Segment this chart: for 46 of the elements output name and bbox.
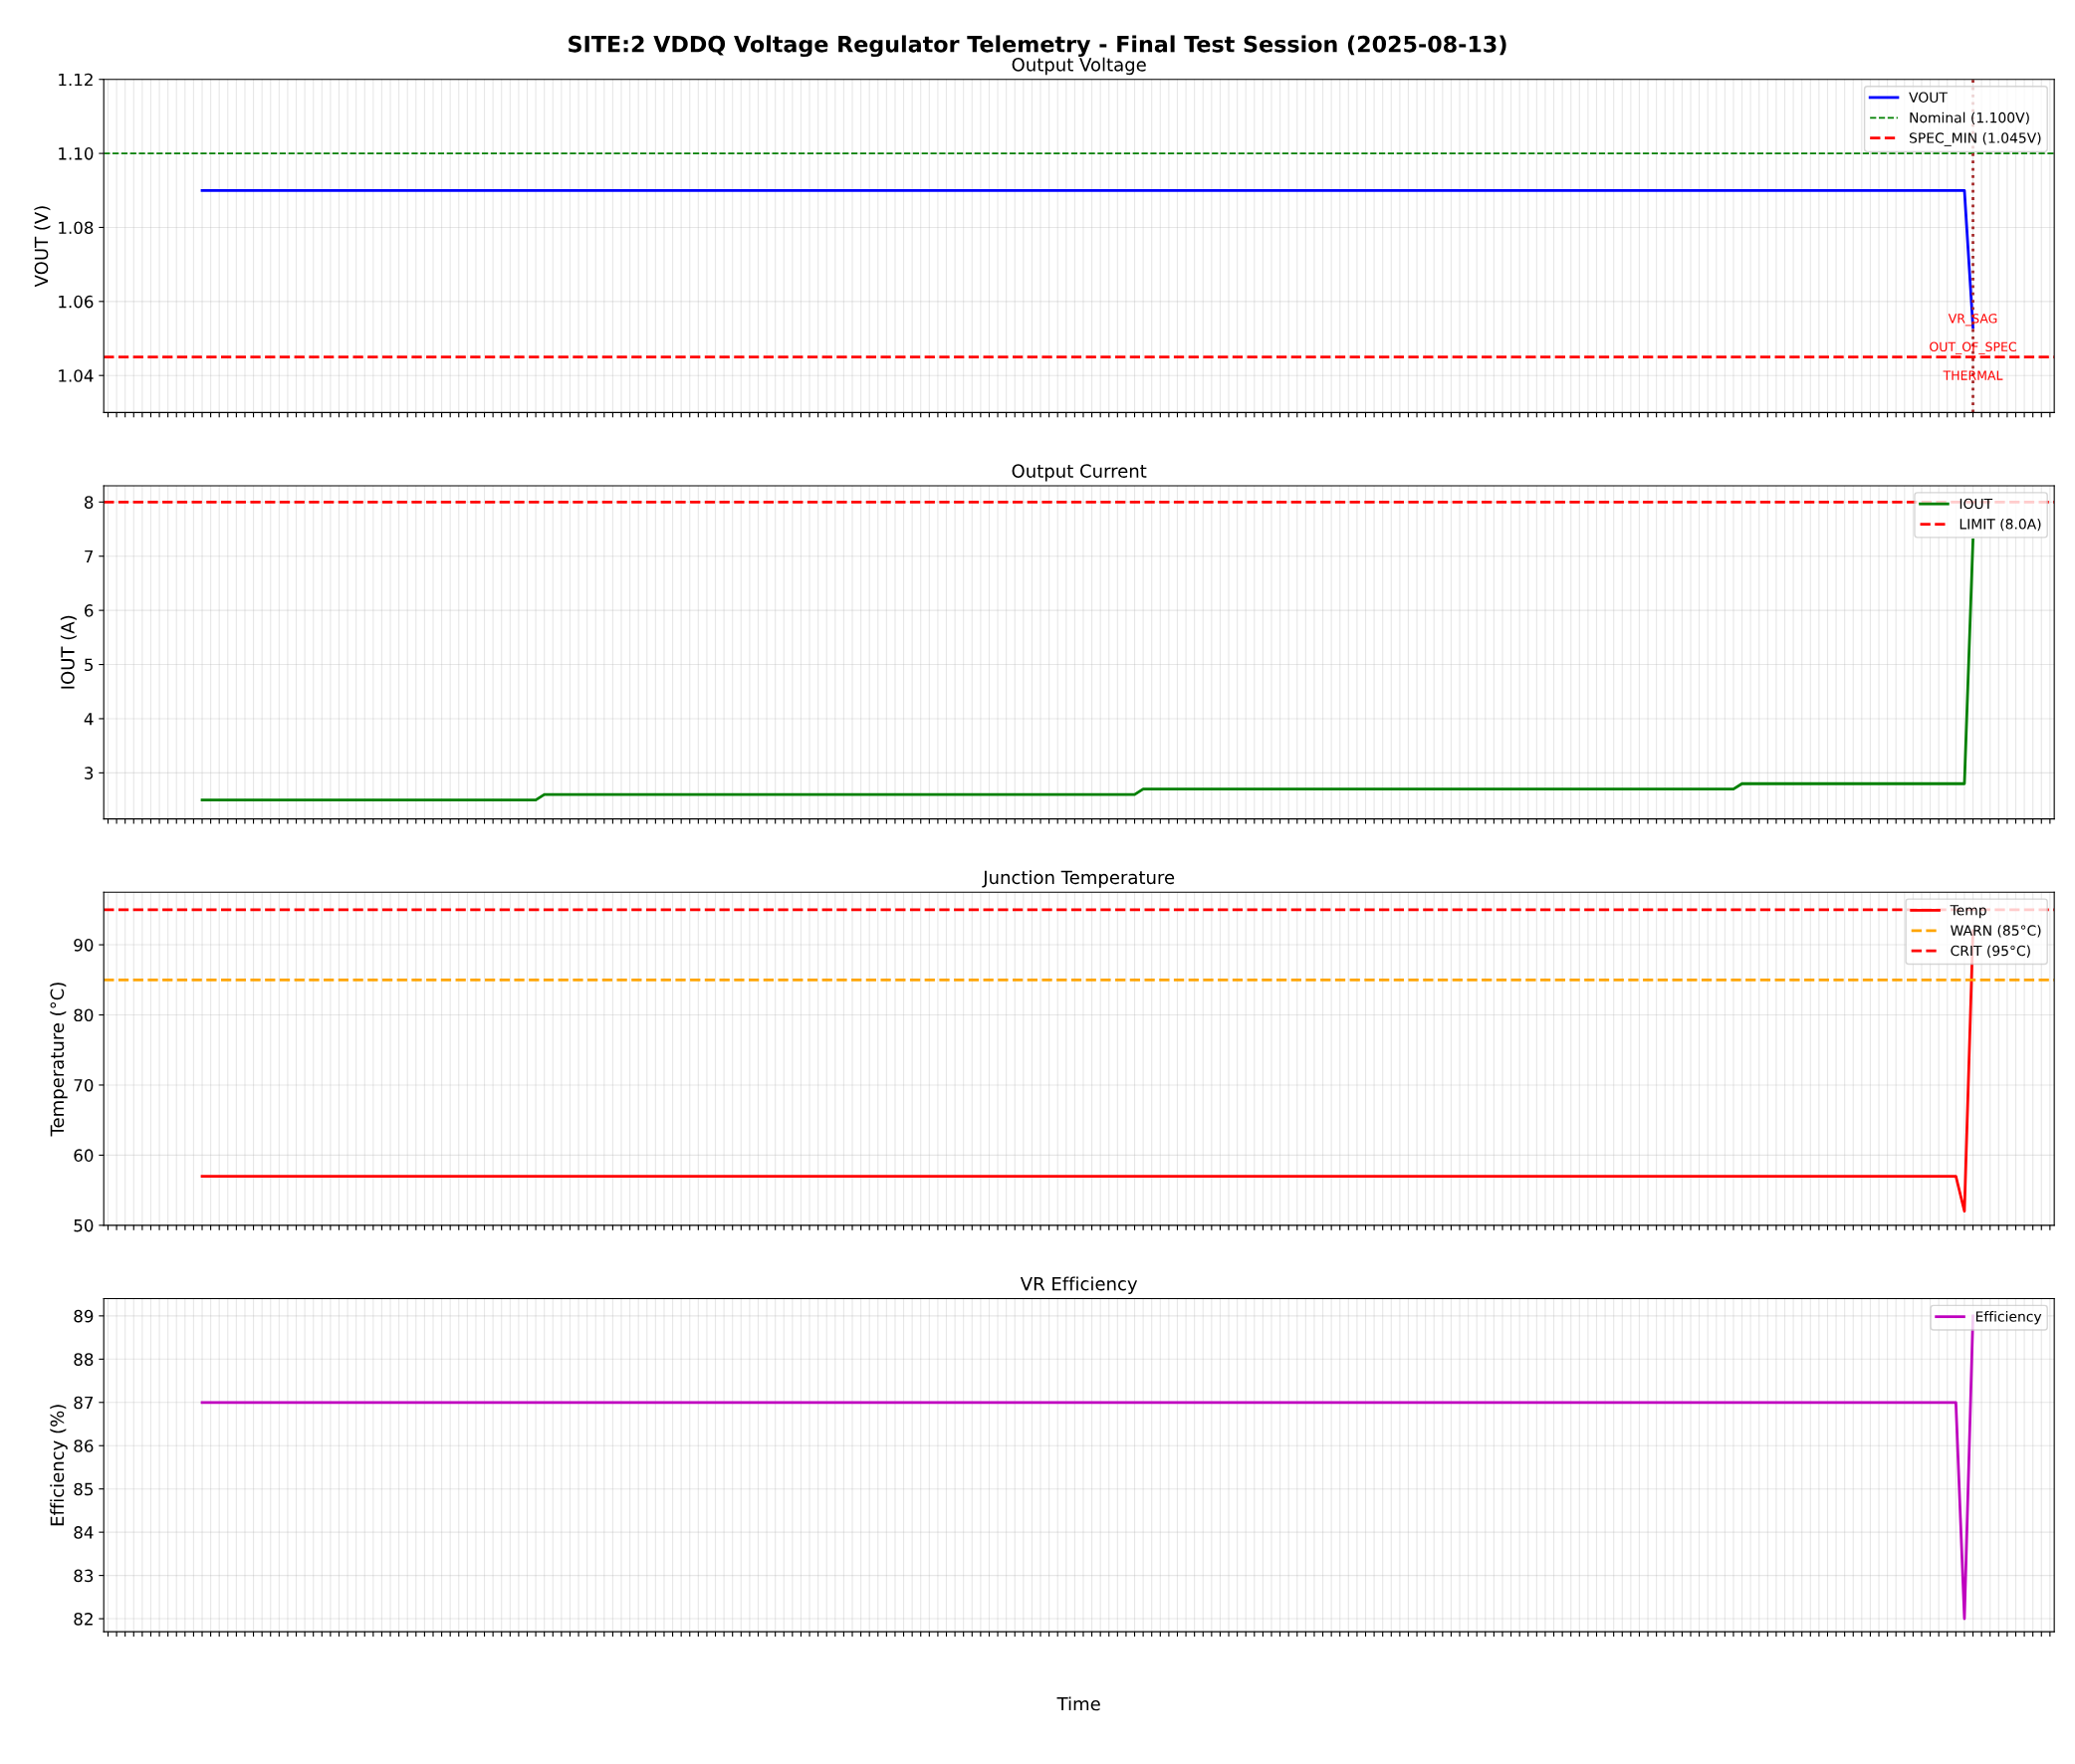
y-tick-label: 83	[74, 1569, 94, 1583]
y-tick-label: 82	[74, 1613, 93, 1626]
chart-title: SITE:2 VDDQ Voltage Regulator Telemetry - Final Test Session (2025-08-13)	[569, 35, 1506, 58]
y-tick-label: 84	[74, 1526, 94, 1539]
y-tick-label: 80	[74, 1008, 94, 1022]
y-tick-label: 85	[74, 1482, 94, 1496]
y-tick-label: 88	[74, 1353, 94, 1366]
x-axis-title: Time	[1056, 1696, 1100, 1711]
legend-label: Nominal (1.100V)	[1910, 111, 2029, 125]
legend-label: CRIT (95°C)	[1951, 945, 2030, 958]
legend-label: LIMIT (8.0A)	[1960, 518, 2041, 532]
legend-label: VOUT	[1909, 92, 1948, 103]
y-tick-label: 1.10	[59, 147, 94, 160]
y-tick-label: 7	[85, 550, 94, 563]
legend-label: Efficiency	[1975, 1310, 2042, 1325]
y-tick-label: 3	[85, 767, 94, 779]
y-tick-label: 5	[85, 658, 94, 672]
y-tick-label: 90	[74, 939, 94, 952]
y-tick-label: 87	[74, 1396, 94, 1410]
y-tick-label: 8	[85, 496, 94, 509]
chart-title: Output Current	[1012, 464, 1147, 482]
y-tick-label: 1.12	[59, 73, 93, 87]
annotation: OUT_OF_SPEC	[1930, 341, 2016, 354]
y-tick-label: 86	[74, 1439, 94, 1452]
y-tick-label: 70	[74, 1078, 94, 1092]
y-axis-title: VOUT (V)	[34, 206, 51, 288]
y-tick-label: 6	[85, 604, 94, 617]
legend-label: Temp	[1950, 905, 1986, 919]
legend-label: SPEC_MIN (1.045V)	[1909, 132, 2041, 146]
annotation: THERMAL	[1943, 370, 2003, 380]
y-axis-title: Efficiency (%)	[50, 1405, 68, 1526]
y-tick-label: 1.08	[59, 221, 94, 235]
chart-title: Junction Temperature	[982, 870, 1175, 888]
y-tick-label: 1.06	[59, 295, 94, 309]
y-axis-title: IOUT (A)	[60, 615, 77, 689]
y-tick-label: 1.04	[59, 369, 94, 382]
line-series	[200, 539, 1974, 801]
y-tick-label: 4	[84, 713, 94, 726]
chart-subtitle: Output Voltage	[1012, 57, 1146, 76]
y-tick-label: 89	[74, 1309, 94, 1323]
legend-label: IOUT	[1960, 498, 1993, 510]
y-axis-title: Temperature (°C)	[50, 983, 68, 1137]
legend-label: WARN (85°C)	[1951, 925, 2041, 938]
chart-title: VR Efficiency	[1020, 1276, 1138, 1294]
y-tick-label: 60	[74, 1149, 94, 1162]
y-tick-label: 50	[74, 1218, 94, 1232]
